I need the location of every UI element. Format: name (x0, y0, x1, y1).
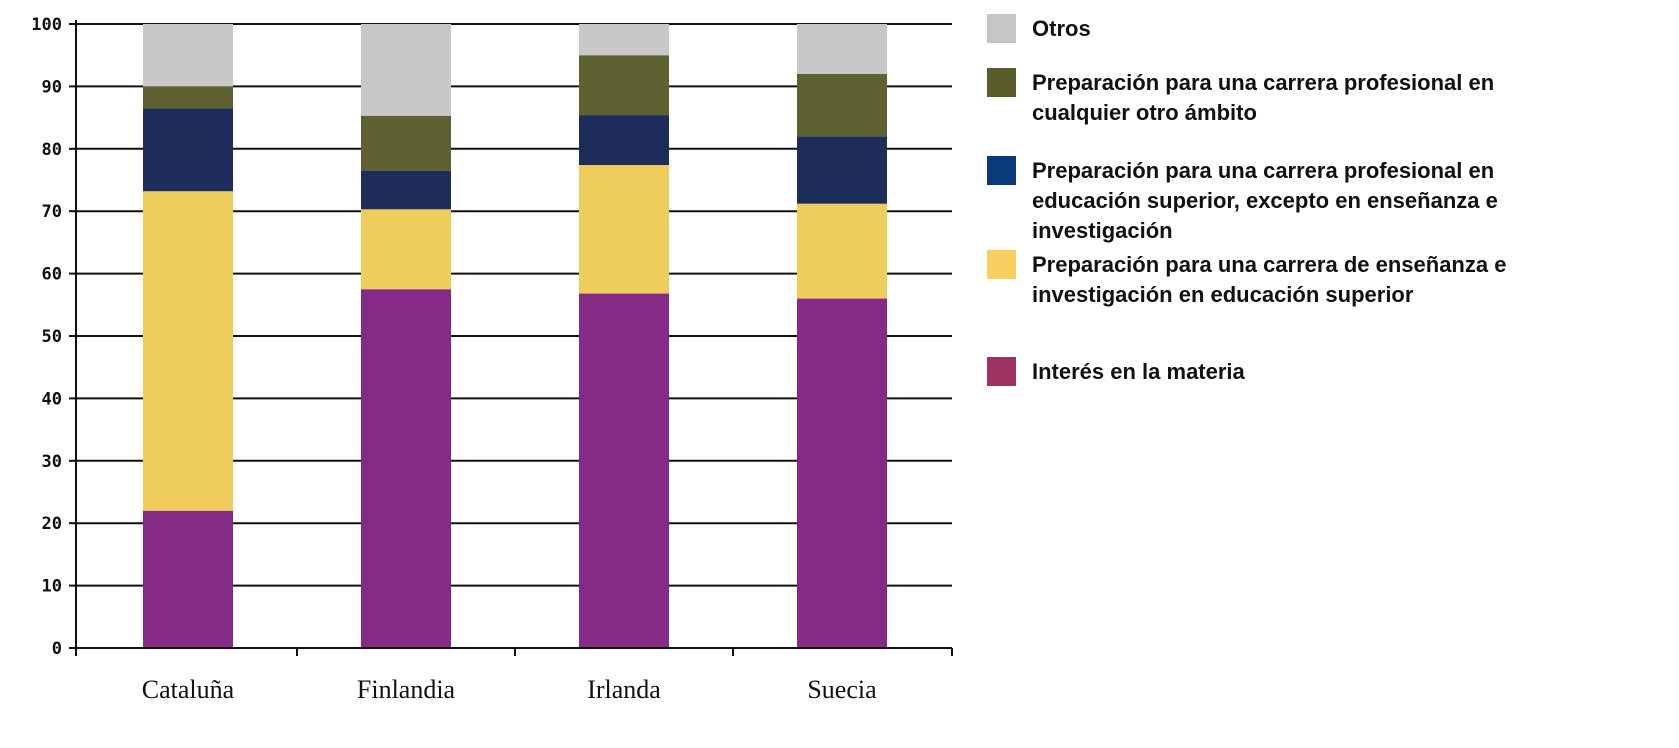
bar-segment (143, 24, 233, 87)
bar-segment (143, 191, 233, 511)
legend-label: investigación en educación superior (1032, 282, 1414, 307)
bar-segment (361, 289, 451, 648)
legend-swatch (987, 250, 1016, 279)
legend-swatch (987, 156, 1016, 185)
legend-label: Otros (1032, 16, 1091, 41)
y-tick-label: 10 (42, 577, 62, 597)
x-category-label: Irlanda (587, 675, 661, 704)
legend-label: educación superior, excepto en enseñanza… (1032, 188, 1498, 213)
legend-swatch (987, 357, 1016, 386)
legend-label: Preparación para una carrera profesional… (1032, 70, 1494, 95)
legend-label: Interés en la materia (1032, 359, 1246, 384)
bar-segment (579, 115, 669, 166)
bar-segments (143, 24, 887, 648)
bar-segment (797, 24, 887, 74)
x-category-label: Cataluña (142, 675, 235, 704)
legend-label: Preparación para una carrera de enseñanz… (1032, 252, 1506, 277)
bar-segment (579, 24, 669, 56)
y-tick-label: 40 (42, 389, 62, 409)
legend-label: investigación (1032, 218, 1173, 243)
y-tick-label: 70 (42, 202, 62, 222)
bar-segment (579, 293, 669, 648)
y-tick-label: 80 (42, 140, 62, 160)
y-tick-label: 60 (42, 265, 62, 285)
x-category-label: Finlandia (357, 675, 456, 704)
bar-segment (143, 108, 233, 192)
x-category-label: Suecia (807, 675, 877, 704)
bar-segment (797, 73, 887, 137)
bar-segment (361, 209, 451, 290)
bar-segment (361, 170, 451, 210)
bar-segment (579, 165, 669, 294)
axes (75, 20, 953, 656)
bar-segment (797, 298, 887, 648)
bar-segment (143, 86, 233, 109)
bar-segment (579, 55, 669, 116)
legend-swatch (987, 14, 1016, 43)
bar-segment (143, 510, 233, 648)
y-tick-label: 90 (42, 77, 62, 97)
x-category-labels: Cataluña Finlandia Irlanda Suecia (142, 675, 877, 704)
legend-swatch (987, 68, 1016, 97)
bar-segment (361, 24, 451, 116)
legend: Otros Preparación para una carrera profes… (987, 14, 1506, 386)
bar-segment (797, 203, 887, 299)
y-tick-label: 100 (31, 15, 62, 35)
bar-segment (797, 136, 887, 204)
y-tick-label: 30 (42, 452, 62, 472)
y-tick-label: 0 (52, 639, 62, 659)
y-tick-labels: 0 10 20 30 40 50 60 70 80 90 100 (31, 15, 62, 659)
legend-label: cualquier otro ámbito (1032, 100, 1257, 125)
y-tick-label: 20 (42, 514, 62, 534)
y-tick-label: 50 (42, 327, 62, 347)
legend-label: Preparación para una carrera profesional… (1032, 158, 1494, 183)
bar-segment (361, 115, 451, 171)
